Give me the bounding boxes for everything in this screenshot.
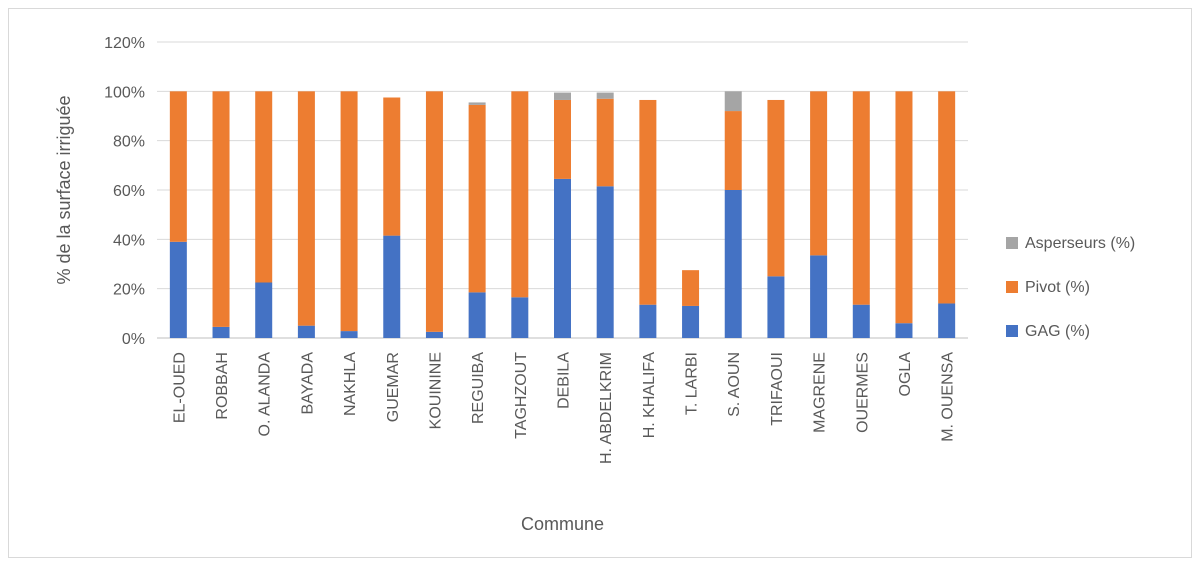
bar-segment xyxy=(425,331,443,338)
bar-segment xyxy=(724,190,742,338)
bar-segment xyxy=(852,304,870,338)
legend-label: Asperseurs (%) xyxy=(1025,235,1135,252)
bar-segment xyxy=(596,186,614,338)
y-tick-label: 60% xyxy=(113,183,145,200)
bar-segment xyxy=(511,91,529,298)
x-tick-label: TRIFAOUI xyxy=(769,352,786,426)
bar-segment xyxy=(425,91,443,332)
bar-segment xyxy=(511,297,529,338)
legend-swatch xyxy=(1006,281,1018,293)
y-tick-label: 40% xyxy=(113,232,145,249)
bar-segment xyxy=(810,255,828,338)
bar-segment xyxy=(212,326,230,338)
bar-segment xyxy=(895,91,913,324)
bar-segment xyxy=(255,282,273,338)
bar-segment xyxy=(169,91,187,242)
bar-segment xyxy=(340,331,358,338)
x-tick-label: BAYADA xyxy=(299,352,316,415)
x-tick-label: H. ABDELKRIM xyxy=(598,352,615,464)
bar-segment xyxy=(554,92,571,100)
bar-segment xyxy=(682,270,700,306)
x-tick-label: EL-OUED xyxy=(171,352,188,423)
bar-segment xyxy=(255,91,273,283)
bar-segment xyxy=(639,304,657,338)
bar-segment xyxy=(724,111,742,190)
x-tick-label: T. LARBI xyxy=(684,352,701,415)
y-axis-title: % de la surface irriguée xyxy=(54,95,74,284)
bar-segment xyxy=(468,102,486,105)
bar-segment xyxy=(554,178,571,338)
bar-segment xyxy=(340,91,358,332)
bar-segment xyxy=(383,235,401,338)
x-tick-label: KOUININE xyxy=(427,352,444,429)
bar-segment xyxy=(468,104,486,293)
x-tick-label: O. ALANDA xyxy=(257,352,274,437)
bar-segment xyxy=(169,241,187,338)
y-tick-label: 120% xyxy=(104,35,145,52)
x-axis-title: Commune xyxy=(521,514,604,534)
bar-segment xyxy=(810,91,828,256)
y-tick-label: 20% xyxy=(113,282,145,299)
legend-label: GAG (%) xyxy=(1025,323,1090,340)
x-tick-label: ROBBAH xyxy=(214,352,231,420)
bar-segment xyxy=(895,323,913,338)
bar-segment xyxy=(596,92,614,99)
legend-swatch xyxy=(1006,325,1018,337)
y-tick-label: 100% xyxy=(104,84,145,101)
x-tick-label: MAGRENE xyxy=(812,352,829,433)
x-tick-label: REGUIBA xyxy=(470,352,487,424)
legend-label: Pivot (%) xyxy=(1025,279,1090,296)
bar-segment xyxy=(639,99,657,305)
x-tick-label: NAKHLA xyxy=(342,352,359,416)
bar-segment xyxy=(767,99,785,277)
y-tick-label: 80% xyxy=(113,134,145,151)
bar-segment xyxy=(383,97,401,236)
bar-segment xyxy=(682,305,700,338)
x-tick-label: M. OUENSA xyxy=(940,352,957,442)
bar-segment xyxy=(554,99,571,179)
y-tick-label: 0% xyxy=(122,331,145,348)
bar-segment xyxy=(938,91,956,304)
bar-segment xyxy=(297,91,315,326)
x-tick-label: OGLA xyxy=(897,352,914,397)
bar-segment xyxy=(212,91,230,327)
bar-segment xyxy=(468,292,486,338)
bar-segment xyxy=(938,303,956,338)
bar-segment xyxy=(852,91,870,305)
x-tick-label: GUEMAR xyxy=(385,352,402,422)
legend-swatch xyxy=(1006,237,1018,249)
x-tick-label: DEBILA xyxy=(556,352,573,409)
x-tick-label: H. KHALIFA xyxy=(641,352,658,439)
x-tick-label: TAGHZOUT xyxy=(513,352,530,439)
bar-segment xyxy=(767,276,785,338)
bar-segment xyxy=(724,91,742,112)
x-tick-label: OUERMES xyxy=(854,352,871,433)
x-tick-label: S. AOUN xyxy=(726,352,743,417)
bar-segment xyxy=(297,325,315,338)
bar-segment xyxy=(596,98,614,187)
